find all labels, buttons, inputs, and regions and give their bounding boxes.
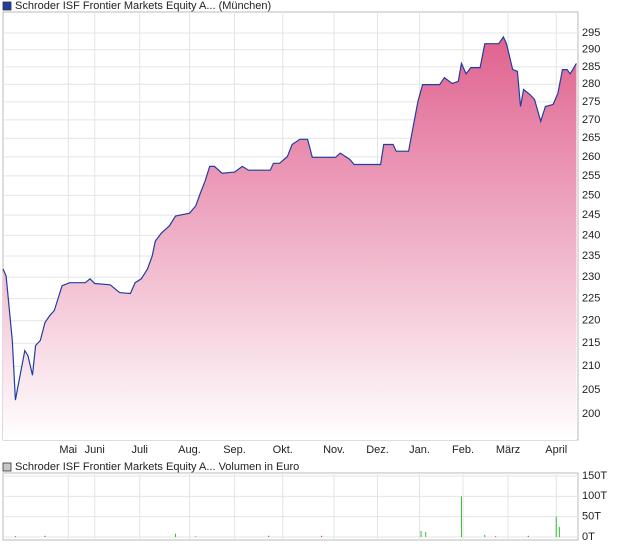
y-tick-label: 255 [582, 170, 600, 182]
y-tick-label: 280 [582, 78, 600, 90]
y-tick-label: 100T [582, 490, 607, 502]
bar [321, 535, 323, 537]
y-tick-label: 260 [582, 151, 600, 163]
x-tick-label: Feb. [452, 444, 474, 456]
y-tick-label: 295 [582, 27, 600, 39]
bar [195, 536, 197, 537]
y-tick-label: 220 [582, 315, 600, 327]
y-tick-label: 270 [582, 114, 600, 126]
y-tick-label: 150T [582, 470, 607, 482]
y-tick-label: 0T [582, 531, 595, 543]
x-tick-label: März [496, 444, 520, 456]
y-tick-label: 275 [582, 96, 600, 108]
x-tick-label: Juni [85, 444, 105, 456]
bar [268, 535, 270, 537]
bar [527, 535, 529, 537]
bar [495, 536, 497, 537]
x-tick-label: Sep. [223, 444, 246, 456]
bar [420, 530, 422, 537]
legend-label: Schroder ISF Frontier Markets Equity A..… [15, 0, 271, 12]
bar [175, 533, 176, 537]
y-tick-label: 240 [582, 229, 600, 241]
x-tick-label: Okt. [273, 444, 293, 456]
x-tick-label: Dez. [366, 444, 389, 456]
line [2, 35, 577, 401]
x-tick-label: Aug. [178, 444, 201, 456]
bar [460, 496, 462, 537]
y-tick-label: 285 [582, 61, 600, 73]
y-tick-label: 265 [582, 132, 600, 144]
y-tick-label: 50T [582, 511, 601, 523]
y-tick-label: 245 [582, 209, 600, 221]
bar [558, 526, 560, 537]
bar [555, 516, 557, 537]
plot-area [2, 472, 579, 541]
bar [484, 534, 486, 537]
bar [44, 535, 46, 537]
x-tick-label: Nov. [323, 444, 345, 456]
x-tick-label: April [545, 444, 567, 456]
y-tick-label: 250 [582, 189, 600, 201]
legend-label: Schroder ISF Frontier Markets Equity A..… [15, 461, 299, 473]
y-tick-label: 225 [582, 293, 600, 305]
x-tick-label: Juli [131, 444, 148, 456]
bar [14, 536, 16, 537]
y-tick-label: 230 [582, 271, 600, 283]
x-tick-label: Mai [59, 444, 77, 456]
x-tick-label: Jan. [409, 444, 430, 456]
y-tick-label: 210 [582, 360, 600, 372]
y-tick-label: 200 [582, 408, 600, 420]
legend-swatch [2, 462, 12, 472]
y-tick-label: 290 [582, 44, 600, 56]
y-tick-label: 215 [582, 337, 600, 349]
y-tick-label: 235 [582, 250, 600, 262]
bar [425, 532, 427, 537]
y-tick-label: 205 [582, 384, 600, 396]
legend-swatch [2, 1, 12, 11]
area [3, 37, 577, 440]
